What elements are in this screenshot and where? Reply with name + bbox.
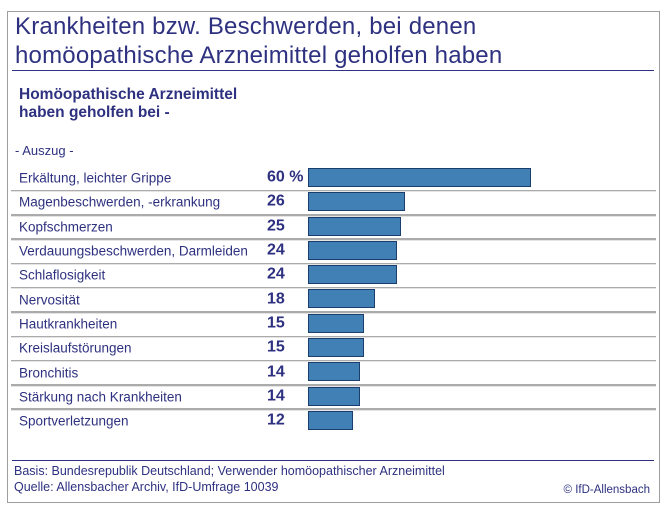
row-bar xyxy=(308,168,531,187)
row-separator xyxy=(11,189,656,192)
row-bar xyxy=(308,410,353,430)
row-label: Kreislaufstörungen xyxy=(19,340,132,356)
bar-row: Erkältung, leichter Grippe 60 % xyxy=(8,167,659,192)
row-label: Verdauungsbeschwerden, Darmleiden xyxy=(19,243,248,259)
row-separator xyxy=(11,384,656,386)
row-label: Magenbeschwerden, -erkrankung xyxy=(19,194,221,210)
chart-subtitle-line2: haben geholfen bei - xyxy=(19,103,170,121)
footer-basis: Basis: Bundesrepublik Deutschland; Verwe… xyxy=(14,464,445,478)
bar-row: Hautkrankheiten 15 xyxy=(8,313,659,338)
bar-row: Schlaflosigkeit 24 xyxy=(8,264,659,289)
row-separator xyxy=(11,311,656,313)
copyright-note: © IfD-Allensbach xyxy=(563,484,650,496)
chart-title: Krankheiten bzw. Beschwerden, bei denen … xyxy=(15,13,655,70)
bar-rows: Erkältung, leichter Grippe 60 % Magenbes… xyxy=(8,167,659,434)
row-bar xyxy=(308,386,360,406)
row-separator xyxy=(11,238,656,240)
bar-row: Sportverletzungen 12 xyxy=(8,410,659,434)
bar-row: Magenbeschwerden, -erkrankung 26 xyxy=(8,191,659,216)
bar-row: Bronchitis 14 xyxy=(8,361,659,386)
row-value: 25 xyxy=(267,217,285,235)
row-value: 60 % xyxy=(267,168,304,186)
row-value: 18 xyxy=(267,290,285,308)
row-label: Sportverletzungen xyxy=(19,413,129,429)
row-separator xyxy=(11,214,656,216)
excerpt-note: - Auszug - xyxy=(15,143,74,158)
chart-subtitle-line1: Homöopathische Arzneimittel xyxy=(19,86,238,103)
bar-row: Kopfschmerzen 25 xyxy=(8,216,659,240)
chart-subtitle: Homöopathische Arzneimittel haben geholf… xyxy=(19,86,237,121)
row-bar xyxy=(308,240,397,260)
row-label: Erkältung, leichter Grippe xyxy=(19,170,172,186)
row-value: 26 xyxy=(267,192,285,210)
row-separator xyxy=(11,408,656,410)
row-value: 12 xyxy=(267,411,285,429)
page-frame: Krankheiten bzw. Beschwerden, bei denen … xyxy=(7,11,660,503)
row-separator xyxy=(11,335,656,338)
row-separator xyxy=(11,262,656,265)
row-label: Schlaflosigkeit xyxy=(19,267,106,283)
row-separator xyxy=(11,359,656,362)
row-value: 24 xyxy=(267,265,285,283)
bar-row: Nervosität 18 xyxy=(8,288,659,313)
bar-row: Verdauungsbeschwerden, Darmleiden 24 xyxy=(8,240,659,265)
bar-row: Stärkung nach Krankheiten 14 xyxy=(8,386,659,410)
row-value: 14 xyxy=(267,387,285,405)
row-bar xyxy=(308,216,401,236)
row-label: Bronchitis xyxy=(19,364,79,380)
row-value: 24 xyxy=(267,241,285,259)
row-separator xyxy=(11,286,656,289)
row-bar xyxy=(308,265,397,285)
row-bar xyxy=(308,313,364,333)
footer-text: Basis: Bundesrepublik Deutschland; Verwe… xyxy=(14,464,445,495)
row-label: Stärkung nach Krankheiten xyxy=(19,389,182,405)
bar-row: Kreislaufstörungen 15 xyxy=(8,337,659,362)
footer-divider xyxy=(12,460,654,461)
chart-title-line2: homöopathische Arzneimittel geholfen hab… xyxy=(15,41,503,69)
row-label: Nervosität xyxy=(19,291,80,307)
row-label: Kopfschmerzen xyxy=(19,219,113,235)
row-value: 15 xyxy=(267,338,285,356)
chart-title-line1: Krankheiten bzw. Beschwerden, bei denen xyxy=(15,13,477,40)
row-bar xyxy=(308,192,405,212)
footer-quelle: Quelle: Allensbacher Archiv, IfD-Umfrage… xyxy=(14,479,279,494)
row-bar xyxy=(308,289,375,309)
row-value: 14 xyxy=(267,363,285,381)
row-value: 15 xyxy=(267,314,285,332)
title-underline xyxy=(12,70,654,71)
row-bar xyxy=(308,362,360,382)
row-bar xyxy=(308,338,364,358)
row-label: Hautkrankheiten xyxy=(19,316,118,332)
